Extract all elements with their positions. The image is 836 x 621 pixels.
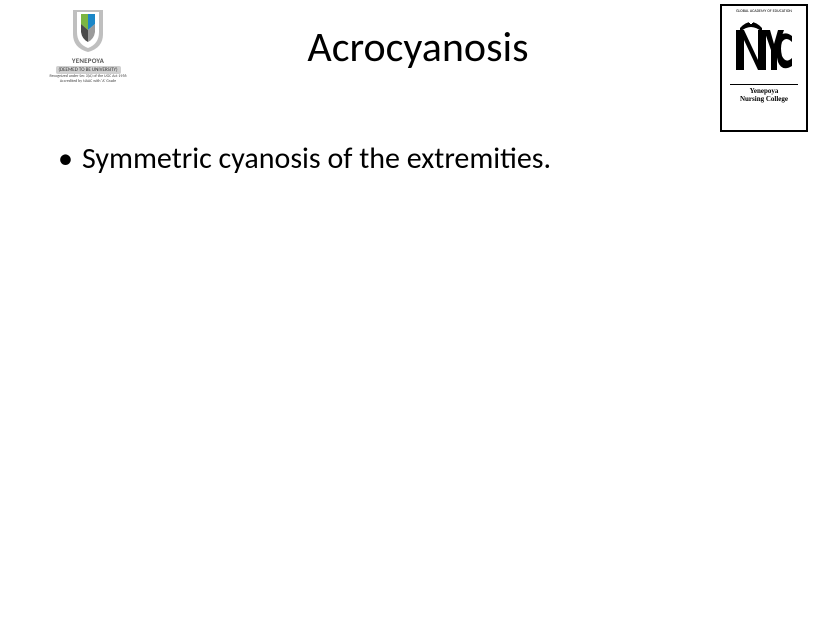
logo-right-divider	[730, 84, 798, 85]
logo-right-bottom: Yenepoya Nursing College	[740, 88, 788, 103]
logo-left-line2: Accredited by NAAC with 'A' Grade	[60, 80, 116, 84]
slide: YENEPOYA (DEEMED TO BE UNIVERSITY) Recog…	[0, 0, 836, 621]
bullet-text: Symmetric cyanosis of the extremities.	[82, 140, 551, 177]
logo-right-toptext: GLOBAL ACADEMY OF EDUCATION	[736, 10, 792, 14]
slide-title: Acrocyanosis	[0, 22, 836, 73]
bullet-list: Symmetric cyanosis of the extremities.	[58, 140, 778, 178]
logo-right-bottom-line2: Nursing College	[740, 95, 788, 103]
bullet-item: Symmetric cyanosis of the extremities.	[58, 140, 778, 178]
